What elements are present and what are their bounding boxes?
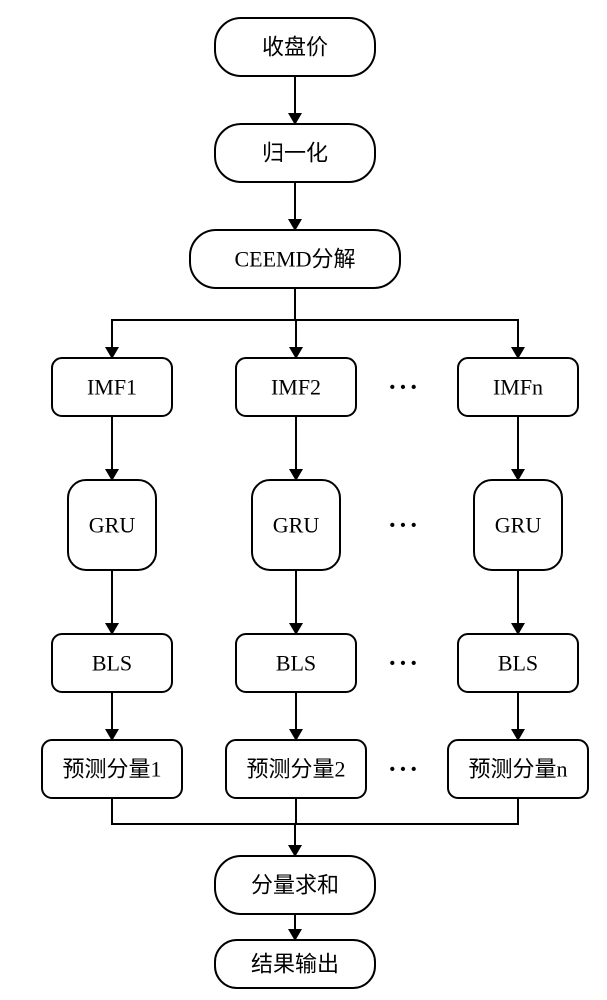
node-imfn: IMFn — [458, 358, 578, 416]
node-label: GRU — [89, 513, 136, 538]
node-label: 分量求和 — [251, 873, 339, 898]
node-label: IMFn — [493, 375, 543, 400]
node-pred1: 预测分量1 — [42, 740, 182, 798]
nodes-group: 收盘价归一化 CEEMD分解 IMF1 IMF2 IMFn GRU GRU GRU BLS BLS… — [42, 18, 588, 988]
flow-connector — [112, 798, 295, 824]
node-label: BLS — [92, 651, 132, 676]
node-label: BLS — [498, 651, 538, 676]
node-gru1: GRU — [68, 480, 156, 570]
node-imf2: IMF2 — [236, 358, 356, 416]
ellipsis: ··· — [388, 511, 420, 540]
ellipsis: ··· — [388, 649, 420, 678]
node-label: 预测分量2 — [246, 757, 345, 782]
ellipsis: ··· — [388, 755, 420, 784]
node-label: 收盘价 — [262, 35, 328, 60]
flow-arrow — [112, 288, 295, 358]
node-label: 结果输出 — [251, 952, 339, 977]
node-gru2: GRU — [252, 480, 340, 570]
node-bls1: BLS — [52, 634, 172, 692]
ellipsis: ··· — [388, 373, 420, 402]
flow-connector — [295, 798, 296, 824]
node-norm: 归一化 — [215, 124, 375, 182]
node-predn: 预测分量n — [448, 740, 588, 798]
node-bls2: BLS — [236, 634, 356, 692]
node-label: 预测分量1 — [62, 757, 161, 782]
flow-connector — [295, 798, 518, 824]
node-label: GRU — [273, 513, 320, 538]
node-grun: GRU — [474, 480, 562, 570]
node-label: IMF1 — [87, 375, 137, 400]
node-label: GRU — [495, 513, 542, 538]
node-label: 归一化 — [262, 141, 328, 166]
node-label: IMF2 — [271, 375, 321, 400]
node-sum: 分量求和 — [215, 856, 375, 914]
node-ceemd: CEEMD分解 — [190, 230, 400, 288]
node-label: BLS — [276, 651, 316, 676]
node-label: CEEMD分解 — [234, 247, 355, 272]
node-blsn: BLS — [458, 634, 578, 692]
node-imf1: IMF1 — [52, 358, 172, 416]
flow-arrow — [295, 288, 518, 358]
node-label: 预测分量n — [468, 757, 567, 782]
node-close: 收盘价 — [215, 18, 375, 76]
node-pred2: 预测分量2 — [226, 740, 366, 798]
node-out: 结果输出 — [215, 940, 375, 988]
flowchart-svg: 收盘价归一化 CEEMD分解 IMF1 IMF2 IMFn GRU GRU GRU BLS BLS… — [0, 0, 607, 1000]
